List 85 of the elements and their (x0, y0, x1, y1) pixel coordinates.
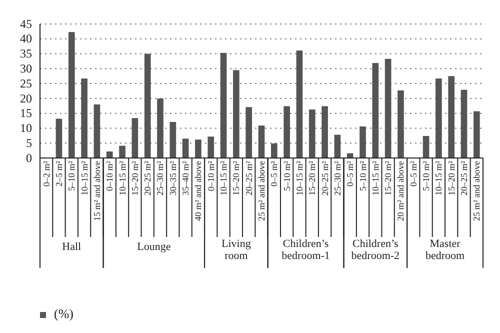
x-tick-label: 25–30 m² (332, 160, 342, 196)
x-tick-label: 10–15 m² (117, 160, 128, 196)
y-tick-label: 45 (20, 16, 32, 31)
x-tick-label: 25 m² and above (472, 161, 482, 221)
bar (94, 104, 100, 158)
bar (384, 58, 392, 158)
x-tick-label: 20–25 m² (244, 160, 254, 196)
x-tick-label: 10–15 m² (294, 160, 304, 196)
x-tick-label: 5–10 m² (358, 160, 368, 191)
bar (346, 153, 354, 158)
bar (81, 78, 88, 158)
bar (334, 134, 341, 158)
y-tick-label: 15 (20, 106, 32, 120)
bar (474, 111, 480, 158)
bar (119, 146, 126, 158)
x-tick-label: 40 m² and above (193, 161, 204, 221)
bar (296, 50, 303, 158)
bar (220, 52, 227, 158)
y-tick-label: 30 (20, 62, 32, 76)
bar (284, 106, 290, 158)
bar (132, 118, 138, 158)
x-tick-label: 10–15 m² (218, 160, 229, 196)
text: Lounge (137, 241, 171, 253)
x-tick-label: 15–20 m² (130, 160, 140, 196)
bar (56, 118, 62, 158)
x-tick-label: 0–5 m² (408, 160, 418, 186)
bar (308, 109, 316, 158)
bar (144, 54, 151, 158)
bar (182, 138, 189, 158)
x-tick-label: 0–2 m² (41, 160, 52, 186)
x-tick-label: 20–25 m² (459, 160, 470, 196)
bar (360, 126, 366, 158)
text: Children’s bedroom-1 (282, 238, 330, 262)
x-tick-label: 0–5 m² (269, 160, 280, 186)
x-tick-label: 25–30 m² (155, 160, 166, 196)
x-tick-label: 5–10 m² (282, 160, 292, 191)
x-tick-label: 0–10 m² (206, 160, 216, 191)
x-tick-label: 15–20 m² (383, 160, 394, 196)
x-tick-label: 10–15 m² (79, 160, 90, 196)
y-tick-label: 10 (20, 121, 32, 136)
bar (233, 70, 240, 158)
x-tick-label: 5–10 m² (421, 160, 432, 191)
bar (68, 32, 75, 158)
x-tick-label: 20–25 m² (320, 160, 330, 196)
y-tick-label: 40 (20, 32, 32, 46)
x-tick-label: 15–20 m² (307, 160, 318, 196)
bar (270, 143, 278, 158)
bar (322, 106, 328, 158)
bar (195, 140, 202, 158)
bar (436, 78, 442, 158)
x-tick-label: 20 m² and above (396, 161, 406, 221)
x-tick-label: 10–15 m² (434, 160, 444, 196)
bar (246, 107, 252, 158)
bar (422, 136, 430, 158)
x-tick-label: 0–10 m² (104, 160, 115, 191)
y-tick-label: 5 (26, 136, 32, 150)
y-tick-label: 35 (20, 46, 32, 61)
y-tick-label: 0 (26, 150, 32, 165)
legend-title: (%) (54, 306, 74, 321)
bar (106, 151, 113, 158)
x-tick-label: 2–5 m² (54, 160, 64, 186)
x-tick-label: 5–10 m² (66, 160, 77, 191)
bar (157, 98, 164, 158)
x-tick-label: 15 m² and above (92, 161, 102, 221)
x-tick-label: 35–40 m² (180, 160, 191, 196)
bar (372, 63, 379, 158)
bar (170, 122, 176, 158)
bar (208, 136, 214, 158)
x-tick-label: 20–25 m² (142, 160, 153, 196)
y-tick-label: 20 (20, 91, 32, 106)
text: Hall (62, 241, 82, 253)
text: Master bedroom (425, 238, 466, 262)
x-tick-label: 15–20 m² (231, 160, 242, 196)
x-tick-label: 15–20 m² (446, 160, 456, 196)
bar (448, 76, 455, 158)
bar (398, 90, 404, 158)
x-tick-label: 10–15 m² (370, 160, 380, 196)
text: Children’s bedroom-2 (351, 238, 400, 262)
x-tick-label: 30–35 m² (168, 160, 178, 196)
x-tick-label: 0–5 m² (345, 160, 356, 186)
bar (460, 90, 468, 158)
x-tick-label: 25 m² and above (256, 161, 266, 221)
text: Living room (222, 238, 252, 262)
bar (258, 126, 265, 158)
y-tick-label: 25 (20, 76, 32, 90)
